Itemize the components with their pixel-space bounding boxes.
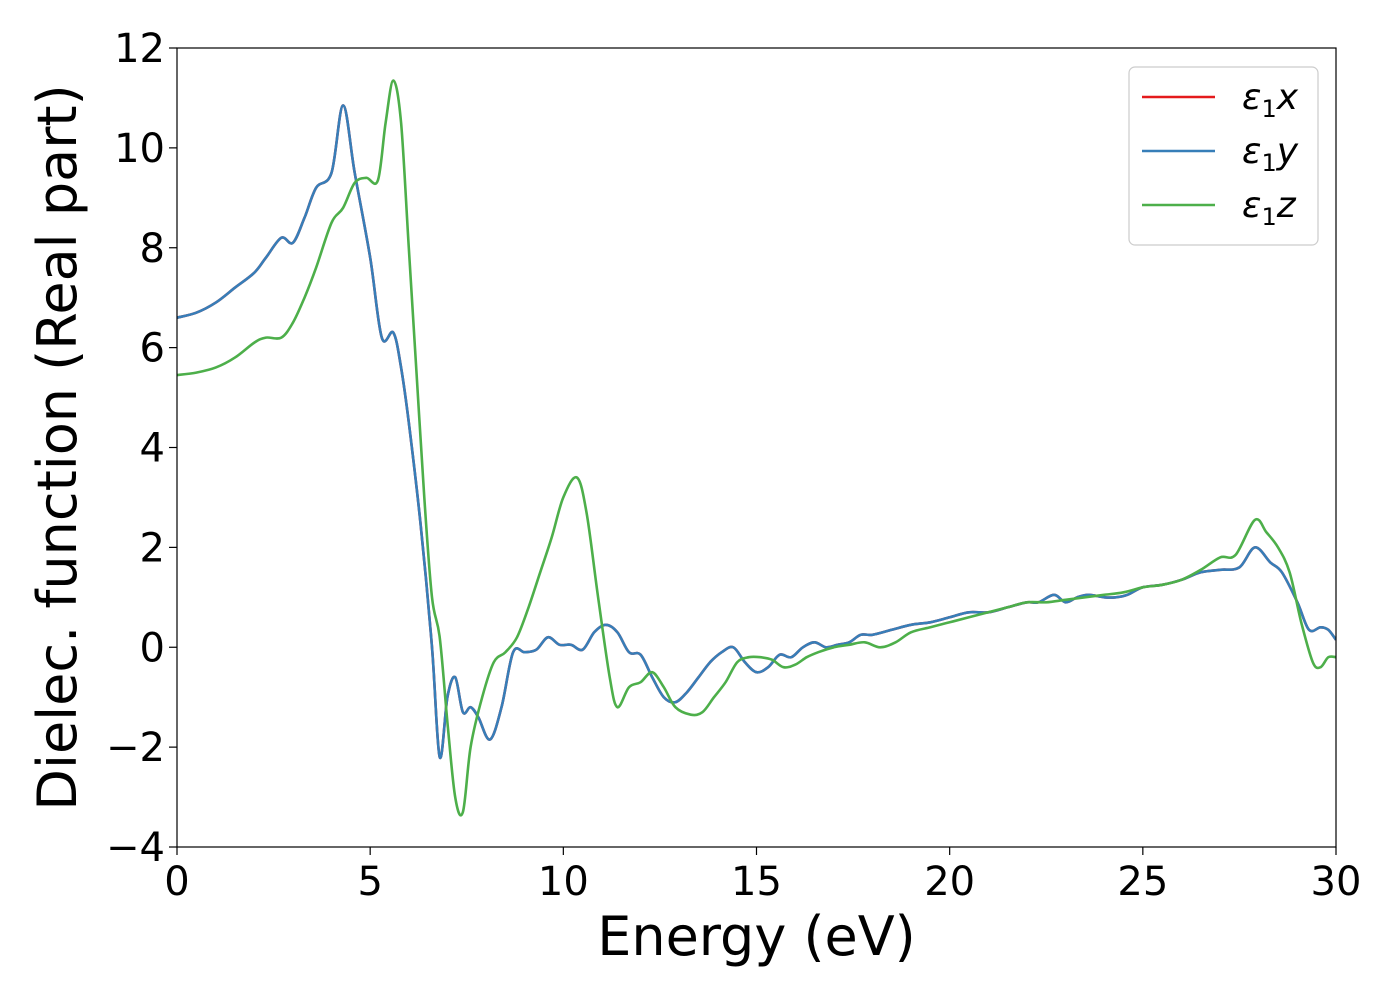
x-axis-title: Energy (eV) — [597, 905, 916, 968]
y-tick-label: 2 — [140, 525, 165, 571]
legend-box — [1128, 66, 1319, 246]
legend-item-x: ε1x — [1142, 77, 1299, 123]
legend: ε1x ε1y ε1z — [1128, 66, 1319, 246]
series-line-y — [177, 104, 1336, 759]
y-tick-label: −2 — [106, 725, 165, 771]
x-tick-label: 30 — [1311, 859, 1362, 905]
legend-item-z: ε1z — [1142, 185, 1297, 231]
x-tick-label: 15 — [731, 859, 782, 905]
ticks-layer: 0 5 10 15 20 25 30 −4 −2 0 2 4 6 8 10 12 — [106, 26, 1361, 905]
y-tick-label: 6 — [140, 326, 165, 372]
series-line-z — [177, 79, 1336, 817]
x-tick-label: 5 — [357, 859, 382, 905]
y-tick-label: 10 — [114, 126, 165, 172]
series-layer — [177, 79, 1336, 817]
x-tick-label: 25 — [1117, 859, 1168, 905]
x-tick-label: 20 — [924, 859, 975, 905]
y-tick-label: 12 — [114, 26, 165, 72]
x-tick-label: 10 — [538, 859, 589, 905]
x-tick-label: 0 — [164, 859, 189, 905]
y-tick-label: −4 — [106, 825, 165, 871]
legend-label: ε1y — [1242, 131, 1299, 177]
y-tick-label: 0 — [140, 625, 165, 671]
legend-item-y: ε1y — [1142, 131, 1299, 177]
y-tick-label: 4 — [140, 426, 165, 472]
y-tick-label: 8 — [140, 226, 165, 272]
legend-label: ε1x — [1242, 77, 1299, 123]
legend-label: ε1z — [1242, 185, 1297, 231]
y-axis-title: Dielec. function (Real part) — [26, 84, 89, 810]
